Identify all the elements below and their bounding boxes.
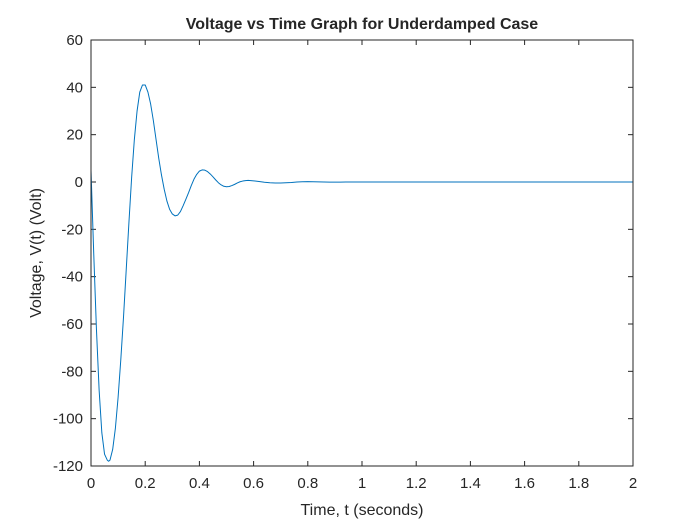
y-tick-label: -20 <box>61 221 83 238</box>
y-tick-label: -80 <box>61 363 83 380</box>
y-tick-label: -100 <box>53 411 83 428</box>
x-axis-label: Time, t (seconds) <box>301 502 424 519</box>
axes-box <box>90 39 634 467</box>
x-tick-label: 0.2 <box>135 475 156 492</box>
x-tick-label: 0.8 <box>297 475 318 492</box>
chart-title: Voltage vs Time Graph for Underdamped Ca… <box>186 16 538 33</box>
x-axis: 0 0.2 0.4 0.6 0.8 1 1.2 1.4 1.6 1.8 2 <box>87 40 637 492</box>
y-tick-label: 20 <box>66 127 83 144</box>
x-tick-label: 0 <box>87 475 95 492</box>
x-tick-label: 1.2 <box>406 475 427 492</box>
y-axis-label: Voltage, V(t) (Volt) <box>28 188 45 318</box>
y-tick-label: 40 <box>66 79 83 96</box>
plot-area <box>91 40 633 466</box>
y-axis: -120 -100 -80 -60 -40 -20 0 20 40 60 <box>53 32 633 475</box>
y-tick-label: -60 <box>61 316 83 333</box>
x-tick-label: 2 <box>629 475 637 492</box>
x-tick-label: 0.6 <box>243 475 264 492</box>
series-line <box>90 84 633 462</box>
x-tick-label: 1 <box>358 475 366 492</box>
x-tick-label: 1.8 <box>568 475 589 492</box>
x-tick-label: 1.4 <box>460 475 481 492</box>
y-tick-label: 60 <box>66 32 83 49</box>
x-tick-label: 0.4 <box>189 475 210 492</box>
y-tick-label: -40 <box>61 269 83 286</box>
y-tick-label: -120 <box>53 458 83 475</box>
y-tick-label: 0 <box>75 174 83 191</box>
x-tick-label: 1.6 <box>514 475 535 492</box>
